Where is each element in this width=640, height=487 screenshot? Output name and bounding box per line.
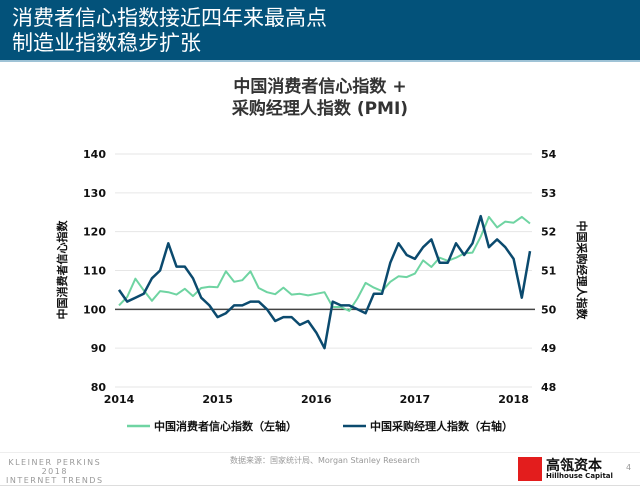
y-tick-label: 100 (83, 303, 106, 316)
y-tick-label: 120 (83, 226, 106, 239)
y-axis-label: 中国消费者信心指数 (55, 220, 69, 320)
x-tick-label: 2014 (104, 393, 135, 406)
slide-title-line1: 消费者信心指数接近四年来最高点 (12, 6, 327, 30)
slide-header: 消费者信心指数接近四年来最高点 制造业指数稳步扩张 (0, 0, 640, 62)
brand-line2: 2018 (41, 467, 68, 476)
y-tick-label: 140 (83, 148, 106, 161)
y-tick-label: 80 (91, 381, 107, 394)
chart-title-line2: 采购经理人指数 (PMI) (231, 99, 409, 119)
page-number: 4 (626, 463, 632, 472)
y2-tick-label: 52 (541, 226, 556, 239)
data-source: 数据来源：国家统计局、Morgan Stanley Research (230, 456, 420, 465)
y-tick-label: 110 (83, 265, 106, 278)
chart-title-line1: 中国消费者信心指数 + (233, 77, 407, 97)
footer (0, 452, 640, 486)
line-chart: 80 48 90 49 100 50 110 51 120 52 130 53 140 54 2014 201… (55, 148, 589, 433)
y2-tick-label: 51 (541, 265, 556, 278)
pmi-line (117, 214, 532, 350)
y2-tick-label: 50 (541, 303, 557, 316)
x-tick-label: 2017 (400, 393, 431, 406)
x-tick-label: 2016 (301, 393, 332, 406)
logo-cn: 高瓴资本 (546, 458, 602, 474)
slide-title-line2: 制造业指数稳步扩张 (12, 31, 201, 55)
logo-en: Hillhouse Capital (546, 472, 613, 480)
chart-title: 中国消费者信心指数 + 采购经理人指数 (PMI) (0, 76, 640, 120)
y2-tick-label: 54 (541, 148, 557, 161)
brand-line3: INTERNET TRENDS (6, 476, 104, 485)
y2-axis-label: 中国采购经理人指数 (575, 221, 589, 321)
brand-line1: KLEINER PERKINS (8, 458, 102, 467)
y-tick-label: 130 (83, 187, 106, 200)
x-tick-label: 2015 (202, 393, 233, 406)
y2-tick-label: 49 (541, 342, 556, 355)
x-tick-label: 2018 (498, 393, 529, 406)
legend-label-pmi: 中国采购经理人指数（右轴） (370, 419, 513, 433)
hillhouse-logo (518, 457, 542, 481)
legend-label-consumer: 中国消费者信心指数（左轴） (154, 419, 297, 433)
consumer-confidence-line (118, 215, 531, 312)
kp-brand: KLEINER PERKINS 2018 INTERNET TRENDS (6, 458, 104, 485)
y2-tick-label: 48 (541, 381, 556, 394)
y-tick-label: 90 (91, 342, 107, 355)
y2-tick-label: 53 (541, 187, 556, 200)
